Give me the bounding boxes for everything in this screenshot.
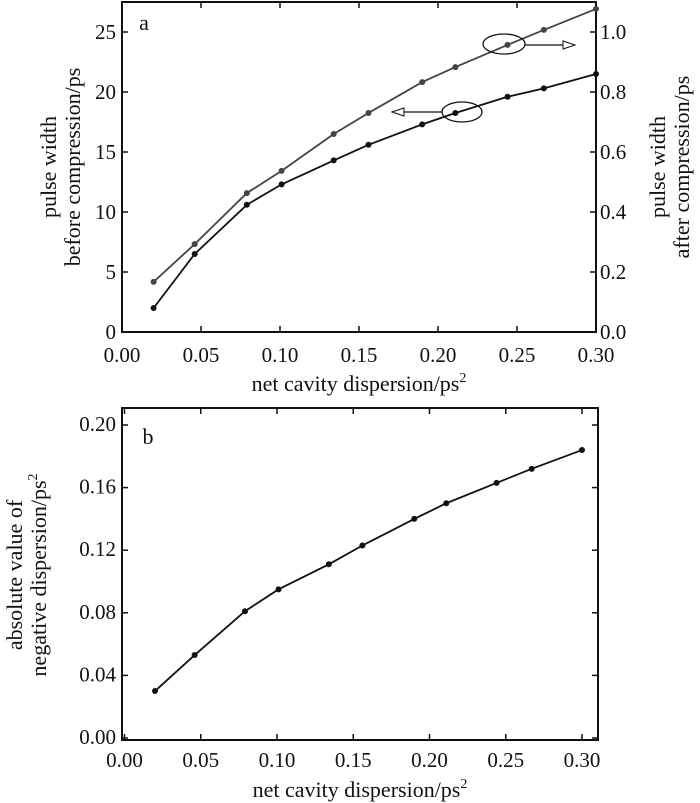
data-point-b xyxy=(325,561,332,568)
data-point-b xyxy=(275,586,282,593)
arrow-left-icon xyxy=(390,107,405,117)
y-axis-label-left-a-line1: pulse width xyxy=(36,116,61,218)
data-point-right-a xyxy=(278,167,285,174)
y-axis-label-right-a-line1: pulse width xyxy=(645,116,670,218)
data-point-right-a xyxy=(504,41,511,48)
annotation-ellipse-left xyxy=(441,101,483,123)
x-tick-label-a: 0.10 xyxy=(262,343,299,367)
y-tick-label-left-a: 15 xyxy=(95,140,116,164)
y-tick-label-b: 0.12 xyxy=(79,537,116,561)
plot-frame-b xyxy=(121,407,599,741)
data-point-right-a xyxy=(243,190,250,197)
data-point-left-a xyxy=(191,251,198,257)
data-point-b xyxy=(493,479,500,486)
data-point-left-a xyxy=(419,121,426,128)
y-tick-label-left-a: 0 xyxy=(106,320,117,344)
x-tick-label-b: 0.30 xyxy=(564,748,601,772)
y-tick-label-left-a: 25 xyxy=(95,20,116,44)
data-point-left-a xyxy=(330,157,337,164)
panel-label-a: a xyxy=(139,10,149,35)
series-line-b xyxy=(154,449,583,692)
y-axis-label-b-line2: negative dispersion/ps2 xyxy=(26,473,51,676)
data-point-b xyxy=(359,542,366,549)
x-tick-label-b: 0.05 xyxy=(182,748,219,772)
data-point-b xyxy=(191,652,198,659)
series-line-right-a xyxy=(152,8,597,283)
data-point-left-a xyxy=(365,141,372,148)
x-tick-label-b: 0.20 xyxy=(411,748,448,772)
y-tick-label-b: 0.16 xyxy=(79,475,116,499)
y-tick-label-b: 0.00 xyxy=(79,725,116,749)
x-tick-label-a: 0.25 xyxy=(499,343,536,367)
y-tick-label-b: 0.04 xyxy=(79,662,116,686)
data-point-right-a xyxy=(191,241,198,248)
data-point-right-a xyxy=(593,5,599,12)
x-tick-label-b: 0.25 xyxy=(487,748,524,772)
data-point-right-a xyxy=(540,26,547,33)
data-point-b xyxy=(152,688,158,695)
data-point-left-a xyxy=(243,201,250,208)
y-axis-label-left-a-line2: before compression/ps xyxy=(60,68,85,267)
x-tick-label-b: 0.00 xyxy=(106,748,143,772)
x-tick-label-a: 0.00 xyxy=(104,343,141,367)
x-tick-label-b: 0.15 xyxy=(335,748,372,772)
data-point-left-a xyxy=(452,110,459,116)
data-point-left-a xyxy=(150,305,157,311)
data-point-b xyxy=(241,608,248,615)
data-point-right-a xyxy=(330,131,337,137)
data-point-right-a xyxy=(365,110,372,116)
y-tick-label-right-a: 0.8 xyxy=(600,80,626,104)
arrow-right-icon xyxy=(562,40,577,50)
data-point-b xyxy=(579,447,585,454)
data-point-right-a xyxy=(452,64,459,71)
y-axis-label-right-a-line2: after compression/ps xyxy=(669,76,694,259)
x-tick-label-a: 0.30 xyxy=(578,343,615,367)
x-tick-label-a: 0.15 xyxy=(341,343,378,367)
y-tick-label-left-a: 5 xyxy=(106,260,117,284)
data-point-b xyxy=(443,500,450,507)
data-point-b xyxy=(528,465,535,472)
y-tick-label-right-a: 1.0 xyxy=(600,20,626,44)
data-point-right-a xyxy=(150,278,157,285)
y-tick-label-right-a: 0.4 xyxy=(600,200,627,224)
y-tick-label-left-a: 20 xyxy=(95,80,116,104)
y-tick-label-right-a: 0.6 xyxy=(600,140,626,164)
y-tick-label-left-a: 10 xyxy=(95,200,116,224)
data-point-left-a xyxy=(504,93,511,100)
y-tick-label-b: 0.20 xyxy=(79,412,116,436)
x-axis-label-b: net cavity dispersion/ps2 xyxy=(253,777,468,802)
y-tick-label-right-a: 0.2 xyxy=(600,260,626,284)
x-tick-label-b: 0.10 xyxy=(259,748,296,772)
data-point-left-a xyxy=(540,85,547,92)
y-axis-label-b-line1: absolute value of xyxy=(2,499,27,650)
y-tick-label-right-a: 0.0 xyxy=(600,320,626,344)
panel-label-b: b xyxy=(143,424,154,449)
data-point-left-a xyxy=(278,181,285,188)
x-tick-label-a: 0.20 xyxy=(420,343,457,367)
data-point-b xyxy=(411,515,418,522)
data-point-right-a xyxy=(419,79,426,86)
x-axis-label-a: net cavity dispersion/ps2 xyxy=(252,371,467,396)
annotation-ellipse-right xyxy=(482,33,526,55)
plot-frame-a xyxy=(121,1,597,333)
x-tick-label-a: 0.05 xyxy=(183,343,220,367)
y-tick-label-b: 0.08 xyxy=(79,600,116,624)
data-point-left-a xyxy=(593,71,599,77)
